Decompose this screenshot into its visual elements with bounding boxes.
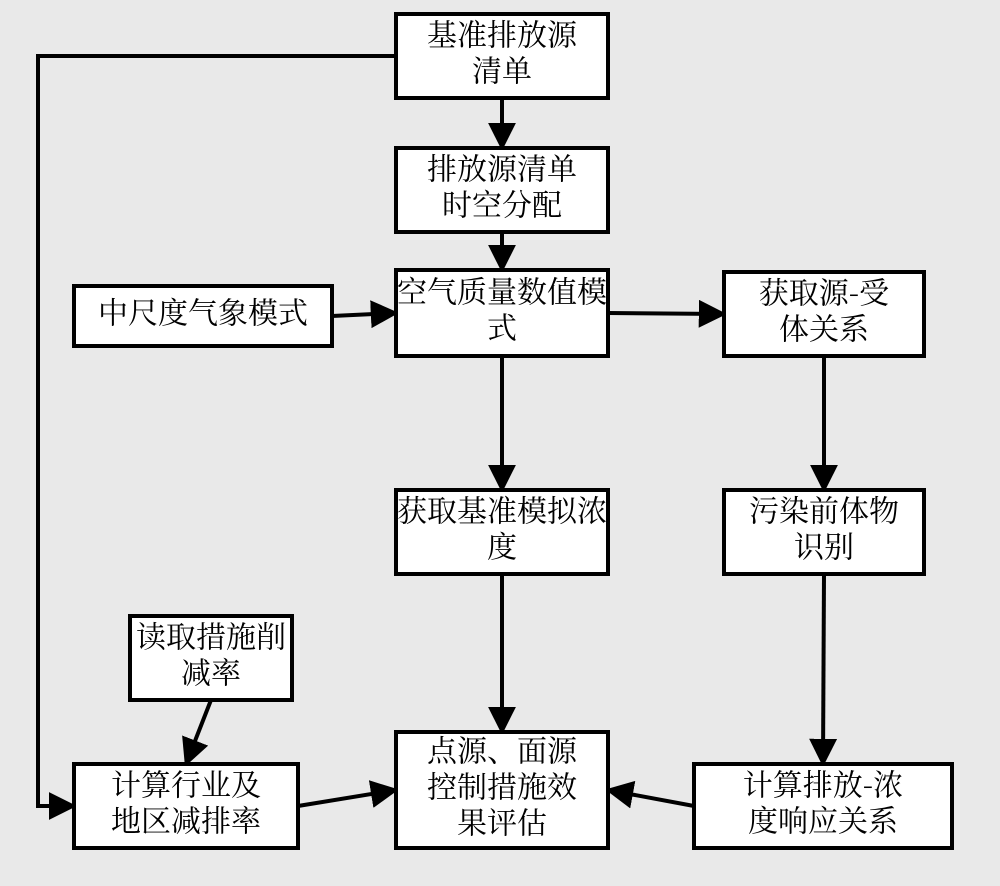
node-label: 度响应关系 xyxy=(748,797,898,841)
node-aq-model: 空气质量数值模式 xyxy=(396,268,608,356)
node-base-conc: 获取基准模拟浓度 xyxy=(396,487,608,574)
node-label: 清单 xyxy=(472,47,532,91)
node-label: 地区减排率 xyxy=(111,797,261,841)
node-label: 中尺度气象模式 xyxy=(98,289,308,333)
node-meso-meteo: 中尺度气象模式 xyxy=(74,286,332,346)
flowchart-canvas: 基准排放源清单排放源清单时空分配中尺度气象模式 空气质量数值模式 获取源-受体关系获… xyxy=(0,0,1000,886)
flow-edge xyxy=(608,313,724,314)
node-base-inventory: 基准排放源清单 xyxy=(396,11,608,98)
flow-edge xyxy=(823,574,824,764)
node-label: 式 xyxy=(487,304,517,348)
node-eval-measures: 点源、面源控制措施效果评估 xyxy=(396,727,608,848)
node-label: 体关系 xyxy=(779,305,869,349)
node-source-receptor: 获取源-受体关系 xyxy=(724,269,924,356)
node-label: 度 xyxy=(487,523,517,567)
node-precursor-id: 污染前体物识别 xyxy=(724,487,924,574)
node-calc-response: 计算排放-浓度响应关系 xyxy=(694,761,952,848)
node-label: 果评估 xyxy=(457,799,547,843)
node-label: 识别 xyxy=(794,523,854,567)
node-spatiotemporal: 排放源清单时空分配 xyxy=(396,145,608,232)
node-calc-industry: 计算行业及地区减排率 xyxy=(74,761,298,848)
node-read-reduction: 读取措施削减率 xyxy=(130,613,292,700)
node-label: 时空分配 xyxy=(442,181,562,225)
node-label: 减率 xyxy=(181,649,241,693)
